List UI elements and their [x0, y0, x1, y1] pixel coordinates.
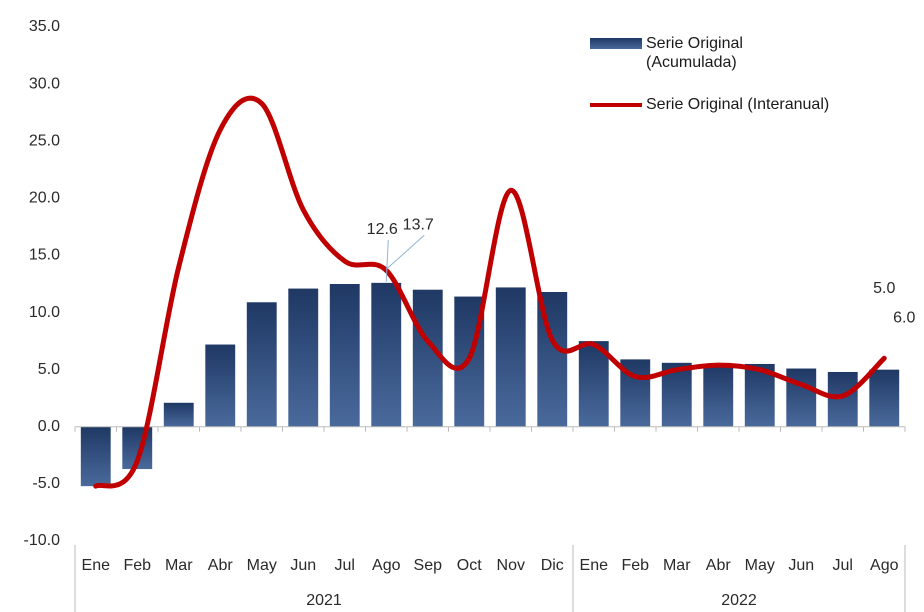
- y-tick-label: 20.0: [29, 190, 60, 207]
- group-label: 2022: [721, 592, 757, 609]
- x-tick-label: Jun: [290, 557, 316, 574]
- x-tick-label: Abr: [208, 557, 234, 574]
- legend-label: Serie Original (Acumulada): [646, 35, 743, 71]
- x-tick-label: Jul: [335, 557, 355, 574]
- y-tick-label: -5.0: [32, 475, 60, 492]
- bar: [371, 282, 402, 427]
- x-tick-label: May: [745, 557, 775, 574]
- y-tick-label: 0.0: [38, 418, 60, 435]
- x-tick-label: Ene: [580, 557, 609, 574]
- leader-line: [385, 239, 389, 282]
- group-label: 2021: [306, 592, 342, 609]
- data-label: 12.6: [367, 221, 398, 238]
- x-tick-label: Mar: [663, 557, 691, 574]
- x-tick-label: Abr: [706, 557, 732, 574]
- x-tick-label: Sep: [414, 557, 443, 574]
- legend-line: Serie Original (Interanual): [590, 95, 910, 114]
- data-label: 6.0: [893, 309, 915, 326]
- y-tick-label: -10.0: [24, 532, 61, 549]
- x-tick-label: Nov: [497, 557, 525, 574]
- y-tick-label: 5.0: [38, 361, 60, 378]
- bar: [703, 363, 734, 427]
- y-tick-label: 10.0: [29, 304, 60, 321]
- y-tick-label: 30.0: [29, 75, 60, 92]
- x-tick-label: Ago: [372, 557, 401, 574]
- line: [93, 95, 887, 489]
- x-tick-label: Dic: [541, 557, 564, 574]
- bar: [205, 344, 236, 427]
- bar: [869, 369, 900, 427]
- bar: [495, 287, 526, 427]
- bar: [329, 284, 360, 427]
- leader-line: [385, 234, 425, 270]
- x-tick-label: Oct: [457, 557, 482, 574]
- x-tick-label: Jun: [788, 557, 814, 574]
- bar: [827, 371, 858, 427]
- x-tick-label: Ene: [82, 557, 111, 574]
- y-tick-label: 25.0: [29, 132, 60, 149]
- bar: [786, 368, 817, 427]
- bar: [412, 289, 443, 427]
- data-label: 13.7: [403, 217, 434, 234]
- bar: [80, 426, 111, 487]
- bar: [246, 302, 277, 427]
- legend-swatch: [590, 103, 642, 107]
- bar: [163, 402, 194, 427]
- bar: [288, 288, 319, 427]
- x-tick-label: Feb: [621, 557, 649, 574]
- x-tick-label: Mar: [165, 557, 193, 574]
- legend-label: Serie Original (Interanual): [646, 96, 830, 113]
- x-tick-label: Ago: [870, 557, 899, 574]
- y-tick-label: 35.0: [29, 18, 60, 35]
- legend-bar: Serie Original (Acumulada): [590, 34, 750, 72]
- bar: [578, 341, 609, 427]
- legend-swatch: [590, 38, 642, 49]
- x-tick-label: May: [247, 557, 277, 574]
- data-label: 5.0: [873, 280, 895, 297]
- x-tick-label: Feb: [123, 557, 151, 574]
- y-tick-label: 15.0: [29, 247, 60, 264]
- x-tick-label: Jul: [833, 557, 853, 574]
